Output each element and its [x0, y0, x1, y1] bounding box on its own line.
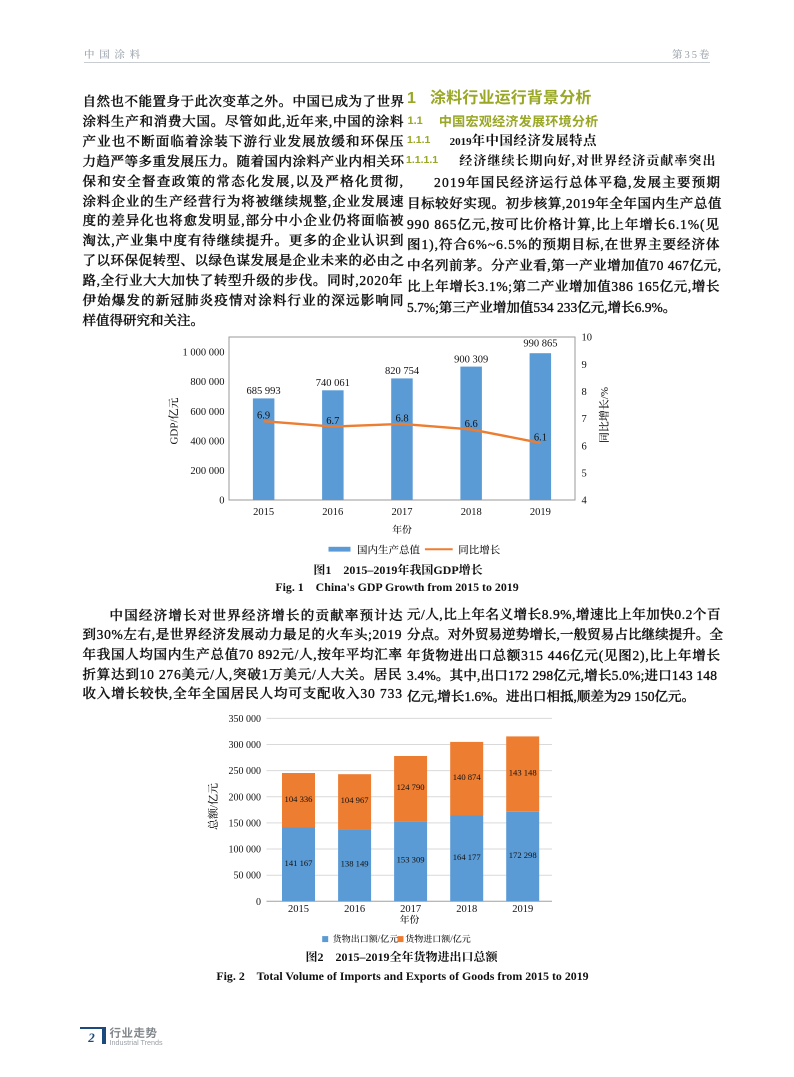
svg-text:250 000: 250 000 — [229, 766, 262, 777]
svg-text:6.6: 6.6 — [465, 419, 478, 430]
svg-text:4: 4 — [582, 496, 588, 507]
svg-text:164 177: 164 177 — [453, 852, 482, 862]
svg-text:GDP/亿元: GDP/亿元 — [168, 397, 181, 444]
svg-text:总额/亿元: 总额/亿元 — [207, 783, 220, 830]
svg-text:50 000: 50 000 — [234, 871, 262, 882]
svg-text:6.1: 6.1 — [534, 432, 547, 443]
svg-text:6.8: 6.8 — [395, 413, 408, 424]
svg-text:2019: 2019 — [512, 904, 533, 915]
svg-text:740 061: 740 061 — [316, 378, 350, 389]
svg-text:104 967: 104 967 — [341, 795, 370, 805]
svg-text:100 000: 100 000 — [229, 845, 262, 856]
svg-text:6.9: 6.9 — [257, 411, 270, 422]
svg-text:300 000: 300 000 — [229, 740, 262, 751]
svg-text:0: 0 — [219, 496, 224, 507]
svg-text:900 309: 900 309 — [454, 354, 488, 365]
svg-text:150 000: 150 000 — [229, 818, 262, 829]
svg-text:9: 9 — [582, 360, 587, 371]
svg-text:2019: 2019 — [530, 507, 551, 518]
svg-text:同比增长: 同比增长 — [458, 545, 500, 557]
svg-text:2018: 2018 — [461, 507, 482, 518]
svg-text:2017: 2017 — [392, 507, 413, 518]
svg-text:172 298: 172 298 — [509, 850, 537, 860]
svg-text:2015: 2015 — [253, 507, 274, 518]
svg-text:2017: 2017 — [400, 904, 421, 915]
svg-text:200 000: 200 000 — [229, 792, 262, 803]
svg-text:143 148: 143 148 — [509, 767, 537, 777]
svg-text:153 309: 153 309 — [397, 855, 425, 865]
svg-text:1 000 000: 1 000 000 — [183, 348, 225, 359]
svg-text:2018: 2018 — [456, 904, 477, 915]
svg-text:140 874: 140 874 — [453, 772, 482, 782]
svg-text:同比增长/%: 同比增长/% — [598, 387, 611, 443]
svg-text:820 754: 820 754 — [385, 366, 420, 377]
svg-text:990 865: 990 865 — [523, 338, 557, 349]
svg-text:124 790: 124 790 — [397, 782, 425, 792]
svg-text:0: 0 — [256, 897, 261, 908]
svg-text:年份: 年份 — [392, 524, 412, 536]
svg-text:2015: 2015 — [288, 904, 309, 915]
svg-text:138 149: 138 149 — [341, 859, 369, 869]
svg-text:600 000: 600 000 — [190, 407, 224, 418]
svg-text:800 000: 800 000 — [190, 377, 224, 388]
svg-text:国内生产总值: 国内生产总值 — [357, 545, 420, 557]
svg-text:141 167: 141 167 — [285, 858, 314, 868]
svg-text:10: 10 — [582, 333, 593, 344]
svg-text:200 000: 200 000 — [190, 466, 224, 477]
svg-text:5: 5 — [582, 469, 587, 480]
svg-text:6: 6 — [582, 441, 587, 452]
svg-text:6.7: 6.7 — [326, 416, 339, 427]
svg-text:7: 7 — [582, 414, 587, 425]
svg-text:2016: 2016 — [344, 904, 365, 915]
svg-text:350 000: 350 000 — [229, 714, 262, 725]
svg-text:685 993: 685 993 — [247, 386, 281, 397]
svg-text:货物出口额/亿元: 货物出口额/亿元 — [333, 934, 399, 944]
svg-text:货物进口额/亿元: 货物进口额/亿元 — [405, 934, 471, 944]
svg-text:104 336: 104 336 — [285, 794, 314, 804]
svg-text:年份: 年份 — [400, 914, 420, 926]
svg-text:400 000: 400 000 — [190, 436, 224, 447]
svg-text:2016: 2016 — [322, 507, 343, 518]
svg-text:8: 8 — [582, 387, 587, 398]
